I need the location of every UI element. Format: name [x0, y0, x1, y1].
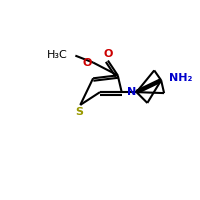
Text: NH₂: NH₂ — [169, 73, 192, 83]
Text: H₃C: H₃C — [47, 50, 67, 60]
Text: O: O — [103, 49, 113, 59]
Text: S: S — [75, 107, 83, 117]
Text: O: O — [82, 58, 92, 68]
Text: N: N — [127, 87, 136, 97]
